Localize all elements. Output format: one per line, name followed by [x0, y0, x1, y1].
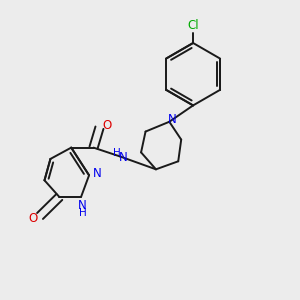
Text: N: N	[78, 200, 87, 212]
Text: Cl: Cl	[187, 19, 199, 32]
Text: O: O	[103, 119, 112, 132]
Text: H: H	[79, 208, 86, 218]
Text: H: H	[113, 148, 121, 158]
Text: N: N	[93, 167, 102, 180]
Text: N: N	[168, 113, 177, 127]
Text: O: O	[29, 212, 38, 225]
Text: N: N	[119, 151, 128, 164]
